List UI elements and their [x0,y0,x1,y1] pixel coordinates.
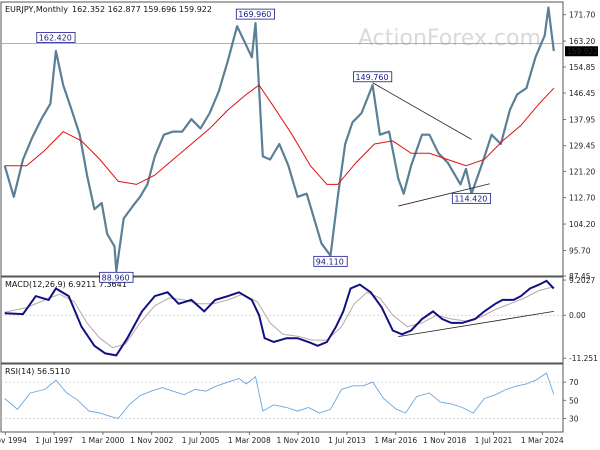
price-y-tick-label: 171.70 [569,11,595,20]
annotation-box [313,255,348,267]
x-tick-label: 1 Mar 2008 [228,436,271,445]
annotation-label: 162.420 [39,33,72,42]
rsi-header: RSI(14) 56.5110 [5,367,70,376]
x-tick-label: 1 Nov 2002 [130,436,173,445]
annotation-box [99,271,134,283]
annotation-label: 88.960 [102,273,130,282]
price-y-tick-label: 154.85 [569,63,595,72]
price-y-tick-label: 121.20 [569,167,595,176]
price-y-tick-label: 163.20 [569,37,595,46]
annotation-box [36,32,76,43]
moving-average-line [4,84,555,185]
annotation-114.420: 114.420 [451,192,492,204]
rsi-y-tick-label: 50 [569,396,579,405]
macd-signal-line [4,286,554,349]
rsi-y-tick-label: 70 [569,378,579,387]
price-trendline [372,82,472,140]
annotation-box [353,71,393,83]
annotation-169.960: 169.960 [235,8,276,20]
x-tick-label: 1 Jul 1997 [35,436,73,445]
macd-trendline [398,311,554,338]
rsi-panel [0,363,564,433]
price-y-tick-label: 95.70 [569,246,591,255]
current-price-box [565,46,598,57]
price-header-ohlc: 162.352 162.877 159.696 159.922 [72,5,212,14]
macd-y-tick-label: 9.2027 [569,276,595,285]
x-tick-label: 1 Nov 2010 [277,436,320,445]
x-tick-label: 1 Mar 2000 [82,436,125,445]
macd-y-tick-label: 0.00 [569,311,586,320]
x-tick-label: 1 Mar 2024 [521,436,564,445]
macd-line [4,279,555,357]
annotation-149.760: 149.760 [353,71,393,83]
price-y-tick-label: 112.70 [569,194,595,203]
price-series-line [3,6,555,273]
price-y-tick-label: 104.20 [569,220,595,229]
x-tick-label: 1 Jul 2021 [475,436,513,445]
annotation-94.110: 94.110 [313,255,348,267]
price-y-tick-label: 146.45 [569,89,595,98]
macd-panel [0,276,564,364]
annotation-label: 94.110 [316,257,344,266]
x-tick-label: 1 Jul 2013 [328,436,366,445]
annotation-88.960: 88.960 [99,271,134,283]
x-tick-label: 1 Nov 2018 [423,436,466,445]
price-trendline [398,183,490,207]
macd-header: MACD(12,26,9) 6.9211 7.3641 [5,280,127,289]
watermark: ActionForex.com [358,26,541,51]
annotation-label: 169.960 [238,10,271,19]
annotation-box [235,8,276,20]
annotation-162.420: 162.420 [36,32,76,43]
price-y-tick-label: 87.45 [569,272,591,281]
annotation-label: 114.420 [454,194,487,203]
macd-y-tick-label: -11.251 [569,354,598,363]
price-panel [0,1,564,277]
rsi-line [4,372,555,419]
x-tick-label: 1 Jul 2005 [182,436,220,445]
annotation-box [451,192,492,204]
price-y-tick-label: 137.95 [569,115,595,124]
x-tick-label: 1 Mar 2016 [374,436,417,445]
rsi-y-tick-label: 30 [569,414,579,423]
current-price-label: 159.922 [567,47,598,56]
x-tick-label: 1 Nov 1994 [0,436,27,445]
price-header-symbol: EURJPY,Monthly [5,5,68,14]
annotation-label: 149.760 [355,73,388,82]
price-y-tick-label: 129.45 [569,142,595,151]
